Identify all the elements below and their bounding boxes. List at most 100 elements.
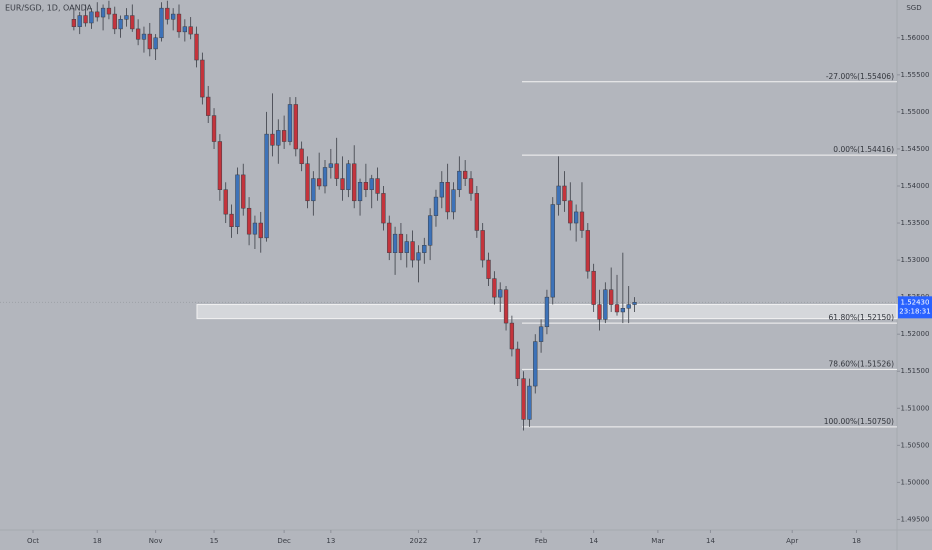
candle-body (299, 148, 304, 165)
candle-body (206, 96, 211, 116)
candle-body (410, 241, 415, 261)
candle-body (340, 178, 345, 190)
candle-body (229, 213, 234, 227)
candle-body (433, 196, 439, 216)
fib-label: 61.80%(1.52150) (829, 313, 895, 322)
candle-body (363, 182, 369, 190)
candle-body (112, 13, 117, 30)
candle-body (95, 11, 100, 18)
candle-body (632, 302, 637, 305)
candle-body (568, 200, 573, 224)
candle-body (538, 326, 544, 342)
candle-body (223, 189, 228, 215)
candle-body (404, 241, 409, 253)
y-tick-label: 1.51000 (901, 404, 930, 412)
candle-body (591, 270, 596, 305)
candle-body (211, 115, 217, 142)
candle-body (387, 222, 392, 253)
candle-body (89, 11, 94, 24)
candle-body (352, 163, 357, 202)
candle-body (427, 215, 433, 246)
x-tick-label: Dec (277, 537, 291, 545)
y-tick-label: 1.55500 (901, 71, 930, 79)
candle-body (486, 259, 491, 279)
candle-body (579, 211, 585, 231)
y-tick-label: 1.50000 (901, 478, 930, 486)
x-tick-label: 15 (210, 537, 219, 545)
candle-body (334, 163, 339, 179)
x-tick-label: 18 (852, 537, 861, 545)
x-tick-label: 14 (706, 537, 715, 545)
candle-body (252, 222, 258, 235)
candle-body (357, 182, 363, 202)
candle-body (194, 33, 199, 61)
candle-body (556, 185, 561, 205)
fib-label: -27.00%(1.55406) (826, 72, 894, 81)
candle-body (392, 233, 398, 253)
candle-body (492, 278, 497, 298)
candle-body (83, 15, 88, 24)
candle-body (398, 233, 404, 253)
x-tick-label: 13 (326, 537, 335, 545)
y-tick-label: 1.55000 (901, 108, 930, 116)
candle-body (317, 178, 322, 187)
candle-body (626, 304, 631, 309)
candle-body (235, 174, 240, 227)
y-tick-label: 1.50500 (901, 441, 930, 449)
candle-body (614, 304, 620, 313)
y-tick-label: 1.49500 (901, 515, 930, 523)
candle-body (246, 207, 252, 235)
x-tick-label: Apr (786, 537, 798, 545)
y-tick-label: 1.52000 (901, 330, 930, 338)
y-tick-label: 1.54500 (901, 145, 930, 153)
y-tick-label: 1.54000 (901, 182, 930, 190)
candle-body (141, 33, 147, 40)
candle-body (457, 170, 462, 190)
candle-body (603, 289, 608, 320)
candle-body (241, 174, 246, 209)
x-tick-label: 18 (93, 537, 102, 545)
candle-body (124, 15, 129, 20)
x-tick-label: 14 (589, 537, 598, 545)
candle-body (369, 178, 374, 190)
x-tick-label: Feb (535, 537, 548, 545)
y-tick-label: 1.51500 (901, 367, 930, 375)
candle-body (165, 7, 170, 20)
x-tick-label: Nov (149, 537, 163, 545)
candle-body (416, 252, 421, 261)
candle-body (100, 7, 106, 18)
candle-body (264, 133, 269, 239)
candle-body (585, 230, 590, 272)
candle-body (609, 289, 614, 305)
candle-body (562, 185, 567, 202)
candle-body (182, 26, 187, 33)
candle-body (468, 178, 474, 194)
x-tick-label: Oct (27, 537, 39, 545)
candle-body (130, 15, 135, 30)
candle-body (573, 211, 579, 224)
candle-body (159, 7, 164, 39)
y-tick-label: 1.53500 (901, 219, 930, 227)
candle-body (515, 348, 520, 379)
last-price-label: 1.52430 (901, 298, 930, 306)
candle-body (118, 19, 123, 30)
candle-body (439, 182, 444, 198)
candle-body (293, 104, 298, 150)
candle-body (322, 167, 328, 187)
candle-body (287, 104, 293, 142)
y-tick-label: 1.56000 (901, 34, 930, 42)
candle-body (597, 304, 602, 320)
candle-body (176, 13, 182, 33)
candle-body (503, 289, 509, 324)
candle-body (270, 133, 275, 146)
candle-body (305, 163, 310, 202)
candle-body (375, 178, 380, 194)
candle-body (544, 296, 550, 328)
y-tick-label: 1.53000 (901, 256, 930, 264)
candle-body (153, 37, 158, 50)
candle-body (71, 19, 77, 27)
candle-body (188, 26, 193, 35)
candle-body (463, 170, 468, 179)
